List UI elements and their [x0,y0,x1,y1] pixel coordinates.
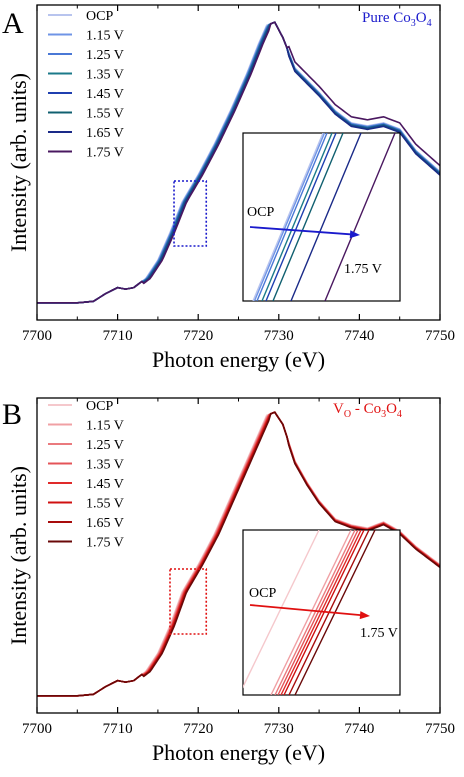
title-part-s2: 4 [427,18,432,29]
panel-letter: B [2,398,22,431]
legend-label: OCP [86,399,113,414]
legend-label: 1.25 V [86,48,124,63]
x-tick-label: 7710 [103,721,133,737]
voltage-arrow [249,604,363,617]
legend-label: 1.75 V [86,536,124,551]
inset-series-line [277,530,359,695]
legend-label: 1.15 V [86,419,124,434]
x-tick-label: 7740 [344,721,374,737]
x-tick-label: 7730 [264,721,294,737]
series-line-1-75-v [37,411,440,697]
x-tick-label: 7750 [425,721,455,737]
y-axis-label: Intensity (arb. units) [6,73,31,252]
legend-label: 1.55 V [86,497,124,512]
chart-panel-a: 7700 7710 7720 7730 7740 7750 Photon energy (e… [2,4,455,372]
title-part-s1: O [344,409,351,420]
title-part-pre: Pure Co [362,10,411,26]
inset-series-line [290,133,362,301]
inset-label-end: 1.75 V [360,626,398,641]
y-axis-label: Intensity (arb. units) [6,466,31,645]
legend-label: 1.65 V [86,126,124,141]
inset-label-end: 1.75 V [344,262,382,277]
inset-series-line [324,133,396,301]
zoom-region-box [173,180,208,247]
title-part-s3: 4 [397,409,402,420]
title-part-mid: O [416,10,427,26]
inset-series-line [274,530,356,695]
inset-label-start: OCP [249,586,276,601]
inset-series-line [270,530,352,695]
legend-label: 1.15 V [86,29,124,44]
x-tick-label: 7720 [183,721,213,737]
series-group [37,411,440,697]
title-part-s2: 3 [381,409,386,420]
x-tick-label: 7700 [22,328,52,344]
legend-label: 1.35 V [86,68,124,83]
x-axis-label: Photon energy (eV) [152,347,325,372]
x-tick-label: 7710 [103,328,133,344]
chart-panel-b: 7700 7710 7720 7730 7740 7750 Photon energy (e… [2,397,455,765]
legend-label: 1.55 V [86,107,124,122]
series-line-1-75-v [37,21,440,304]
inset-series-line [256,133,328,301]
panel-title: Pure Co3O4 [362,10,432,29]
title-part-pre: V [333,401,344,417]
x-tick-label: 7700 [22,721,52,737]
voltage-arrow-head [349,230,360,239]
title-part-post: O [386,401,397,417]
inset: OCP 1.75 V [242,529,401,696]
legend-label: 1.65 V [86,516,124,531]
voltage-arrow [249,226,353,236]
panel-title: VO - Co3O4 [333,401,402,420]
x-axis-label: Photon energy (eV) [152,740,325,765]
inset-series-line [252,133,324,301]
inset-series-line [280,530,362,695]
x-tick-label: 7750 [425,328,455,344]
inset-series-line [272,133,344,301]
inset-lines [252,133,396,301]
inset-series-line [253,133,326,301]
inset-series-line [265,133,337,301]
x-tick-label: 7740 [344,328,374,344]
inset-series-line [243,530,320,689]
inset-series-line [261,133,333,301]
legend-label: 1.25 V [86,438,124,453]
panel-letter: A [2,7,24,40]
title-part-s1: 3 [411,18,416,29]
legend-label: 1.45 V [86,477,124,492]
inset: OCP 1.75 V [242,132,401,302]
series-group [37,21,440,304]
x-tick-label: 7730 [264,328,294,344]
legend-label: 1.35 V [86,458,124,473]
title-part-mid: - Co [351,401,381,417]
voltage-arrow-head [359,611,370,620]
legend-label: OCP [86,9,113,24]
legend-label: 1.75 V [86,146,124,161]
zoom-region-box [169,568,208,635]
x-tick-label: 7720 [183,328,213,344]
legend-label: 1.45 V [86,87,124,102]
inset-label-start: OCP [247,205,274,220]
